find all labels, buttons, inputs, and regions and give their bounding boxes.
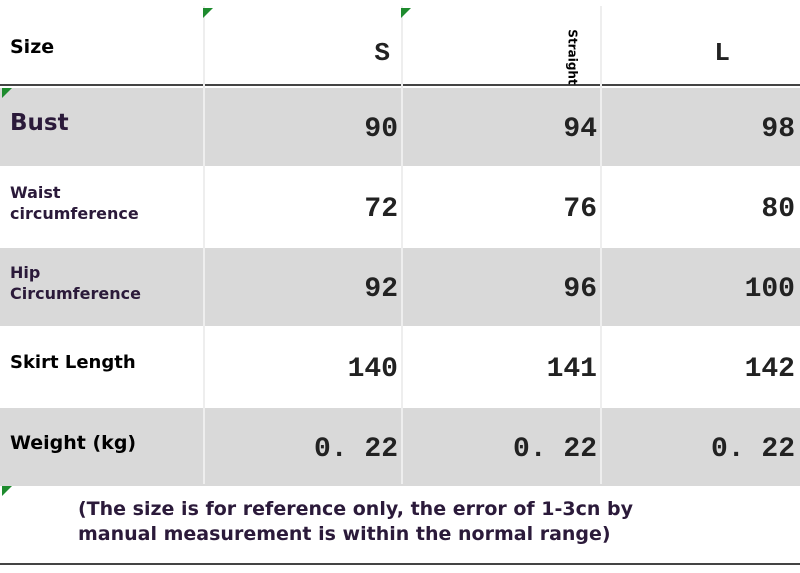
cell-value: 100: [744, 274, 795, 305]
cell-value: 80: [761, 194, 795, 225]
cell-value: 72: [364, 194, 398, 225]
marker: [203, 8, 213, 18]
header-cell: S: [374, 38, 390, 68]
cell-value: 96: [563, 274, 597, 305]
marker: [2, 486, 12, 496]
cell-value: 142: [744, 354, 795, 385]
cell-value: 90: [364, 114, 398, 145]
row-label: Bust: [10, 110, 69, 136]
cell-value: 141: [546, 354, 597, 385]
header-row: Size S Straight L: [0, 6, 800, 86]
table-row: Bust 90 94 98: [0, 86, 800, 166]
row-label: Weight (kg): [10, 432, 137, 454]
table-row: Waist circumference 72 76 80: [0, 166, 800, 246]
cell-value: 92: [364, 274, 398, 305]
cell-value: 140: [347, 354, 398, 385]
row-label: Hip Circumference: [10, 263, 141, 303]
cell-value: 0. 22: [313, 434, 398, 465]
column-line: [600, 6, 602, 484]
table-row: Weight (kg) 0. 22 0. 22 0. 22: [0, 406, 800, 486]
cell-value: 94: [563, 114, 597, 145]
row-label: Waist circumference: [10, 183, 139, 223]
cell-value: 76: [563, 194, 597, 225]
row-label: Skirt Length: [10, 352, 136, 373]
column-line: [401, 6, 403, 484]
note: (The size is for reference only, the err…: [78, 498, 634, 545]
cell-value: 0. 22: [710, 434, 795, 465]
header-cell: L: [714, 38, 730, 68]
table-row: Skirt Length 140 141 142: [0, 326, 800, 406]
bottom-border: [0, 563, 800, 565]
marker: [2, 88, 12, 98]
column-line: [203, 6, 205, 484]
header-cell: Size: [10, 36, 55, 58]
table-row: Hip Circumference 92 96 100: [0, 246, 800, 326]
cell-value: 98: [761, 114, 795, 145]
marker: [401, 8, 411, 18]
cell-value: 0. 22: [512, 434, 597, 465]
